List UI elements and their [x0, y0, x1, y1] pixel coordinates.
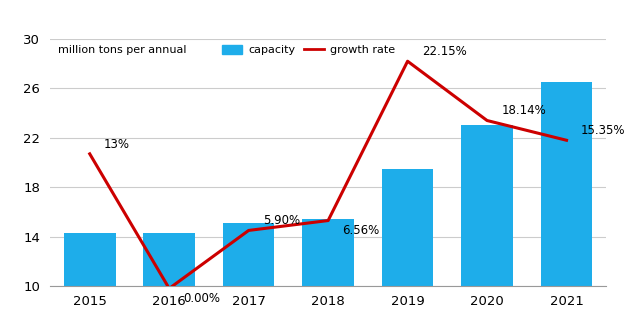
Bar: [382, 169, 433, 325]
Text: 6.56%: 6.56%: [342, 224, 379, 237]
Text: 22.15%: 22.15%: [422, 45, 467, 58]
Bar: [302, 219, 354, 325]
Text: 0.00%: 0.00%: [184, 292, 221, 305]
Text: 5.90%: 5.90%: [263, 214, 300, 227]
Bar: [541, 82, 592, 325]
Text: 13%: 13%: [104, 138, 130, 151]
Text: 18.14%: 18.14%: [501, 104, 546, 117]
Bar: [64, 233, 116, 325]
Text: million tons per annual: million tons per annual: [58, 45, 187, 55]
Legend: capacity, growth rate: capacity, growth rate: [222, 45, 394, 55]
Bar: [143, 233, 195, 325]
Bar: [461, 125, 513, 325]
Bar: [223, 223, 274, 325]
Text: 15.35%: 15.35%: [581, 124, 625, 137]
